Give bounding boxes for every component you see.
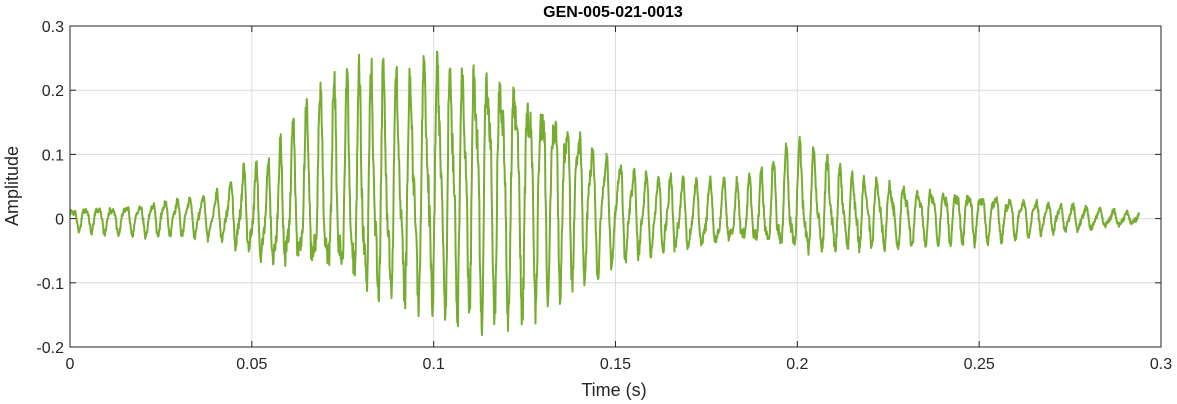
x-tick-label: 0.2 <box>786 356 808 373</box>
x-tick-label: 0.1 <box>423 356 445 373</box>
x-tick-label: 0.05 <box>236 356 267 373</box>
y-tick-label: 0.1 <box>42 147 64 164</box>
y-axis-title: Amplitude <box>2 146 22 226</box>
x-tick-label: 0.25 <box>964 356 995 373</box>
y-tick-label: 0.2 <box>42 83 64 100</box>
y-tick-label: 0.3 <box>42 19 64 36</box>
chart-title: GEN-005-021-0013 <box>543 4 683 21</box>
y-tick-label: -0.1 <box>36 276 64 293</box>
grid <box>69 25 1162 348</box>
x-axis-title: Time (s) <box>581 380 646 400</box>
waveform-line <box>69 50 1141 336</box>
y-axis-ticks: -0.2 -0.1 0 0.1 0.2 0.3 <box>36 19 1161 357</box>
x-tick-label: 0.3 <box>1150 356 1172 373</box>
x-tick-label: 0 <box>66 356 75 373</box>
x-tick-label: 0.15 <box>600 356 631 373</box>
y-tick-label: -0.2 <box>36 340 64 357</box>
plot-area <box>69 50 1141 336</box>
y-tick-label: 0 <box>55 212 64 229</box>
x-axis-ticks: 0 0.05 0.1 0.15 0.2 0.25 0.3 <box>66 26 1172 373</box>
